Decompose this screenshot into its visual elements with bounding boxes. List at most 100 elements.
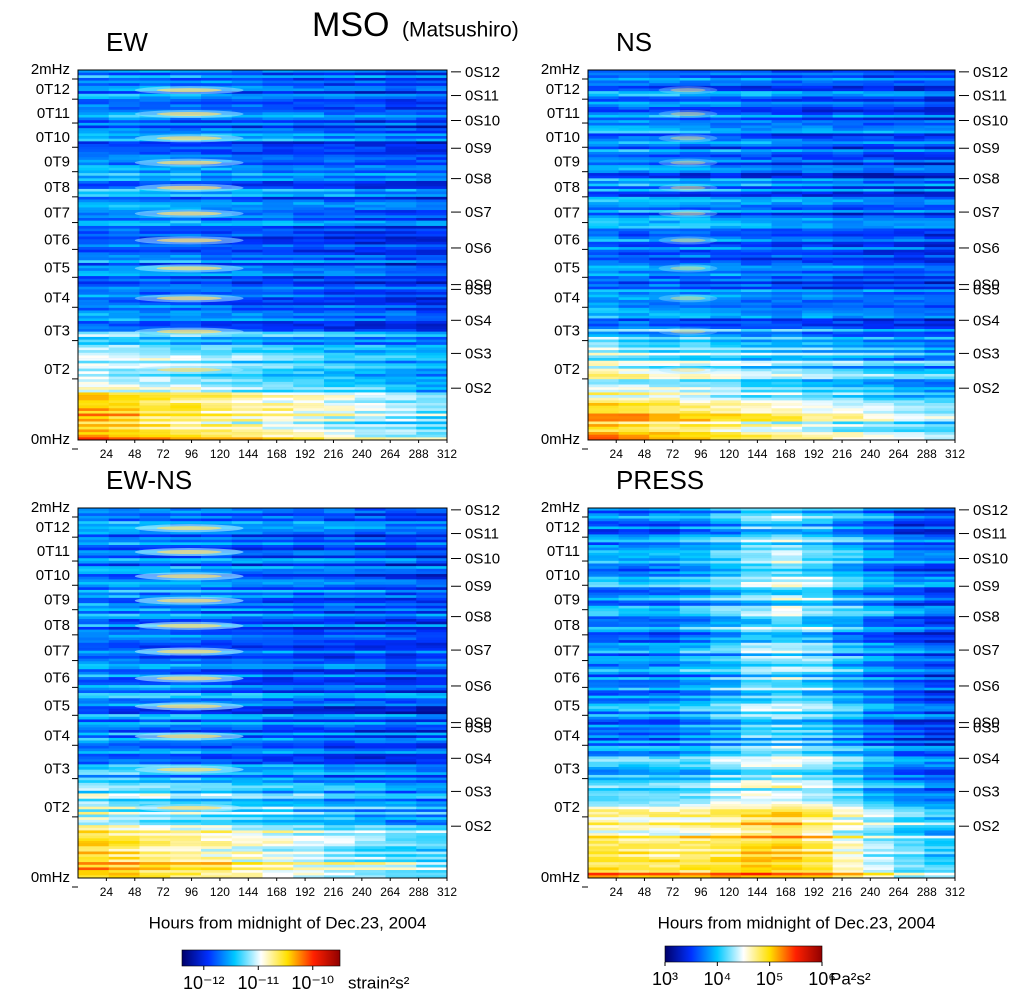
spectrogram-cell	[263, 730, 294, 733]
spectrogram-cell	[140, 793, 171, 796]
y-tick-label: 0T10	[546, 129, 580, 146]
spectrogram-cell	[324, 624, 355, 627]
spectrogram-cell	[293, 149, 324, 152]
spectrogram-cell	[833, 287, 864, 290]
spectrogram-cell	[324, 81, 355, 84]
spectrogram-cell	[588, 284, 619, 287]
spectrogram-cell	[232, 94, 263, 97]
spectrogram-cell	[263, 361, 294, 364]
spectrogram-cell	[78, 772, 109, 775]
spectrogram-cell	[386, 659, 417, 662]
spectrogram-cell	[416, 788, 447, 791]
spectrogram-cell	[416, 611, 447, 614]
spectrogram-cell	[78, 355, 109, 358]
spectrogram-cell	[710, 379, 741, 382]
spectrogram-cell	[201, 759, 232, 762]
spectrogram-cell	[140, 537, 171, 540]
spectrogram-cell	[324, 759, 355, 762]
spectrogram-cell	[741, 136, 772, 139]
spectrogram-cell	[293, 411, 324, 414]
spectrogram-cell	[588, 316, 619, 319]
spectrogram-cell	[263, 400, 294, 403]
spectrogram-cell	[416, 722, 447, 725]
spectrogram-cell	[293, 564, 324, 567]
spectrogram-cell	[263, 648, 294, 651]
spectrogram-cell	[140, 749, 171, 752]
spectrogram-cell	[355, 606, 386, 609]
spectrogram-cell	[894, 303, 925, 306]
spectrogram-cell	[170, 385, 201, 388]
spectrogram-cell	[109, 287, 140, 290]
spectrogram-cell	[232, 234, 263, 237]
spectrogram-cell	[833, 126, 864, 129]
spectrogram-cell	[324, 350, 355, 353]
spectrogram-cell	[78, 340, 109, 343]
spectrogram-cell	[324, 553, 355, 556]
spectrogram-cell	[924, 115, 955, 118]
spectrogram-cell	[232, 165, 263, 168]
spectrogram-cell	[355, 656, 386, 659]
spectrogram-cell	[772, 123, 803, 126]
spectrogram-cell	[293, 247, 324, 250]
spectrogram-cell	[416, 99, 447, 102]
spectrogram-cell	[109, 168, 140, 171]
spectrogram-cell	[109, 733, 140, 736]
spectrogram-cell	[833, 197, 864, 200]
spectrogram-cell	[293, 271, 324, 274]
spectrogram-cell	[109, 73, 140, 76]
spectrogram-cell	[201, 152, 232, 155]
spectrogram-cell	[649, 149, 680, 152]
spectrogram-cell	[324, 321, 355, 324]
spectrogram-cell	[140, 149, 171, 152]
spectrogram-cell	[140, 414, 171, 417]
spectrogram-cell	[170, 284, 201, 287]
spectrogram-cell	[355, 608, 386, 611]
spectrogram-cell	[201, 608, 232, 611]
spectrogram-cell	[109, 271, 140, 274]
spectrogram-cell	[170, 582, 201, 585]
spectrogram-cell	[416, 374, 447, 377]
spectrogram-cell	[78, 622, 109, 625]
spectrogram-cell	[386, 281, 417, 284]
spectrogram-cell	[772, 419, 803, 422]
spectrogram-cell	[386, 667, 417, 670]
spectrogram-cell	[924, 81, 955, 84]
x-tick-label: 312	[945, 447, 965, 461]
spectrogram-cell	[293, 743, 324, 746]
spectrogram-cell	[293, 207, 324, 210]
spectrogram-cell	[863, 75, 894, 78]
spectrogram-cell	[232, 661, 263, 664]
spectrogram-cell	[140, 727, 171, 730]
spectrogram-cell	[355, 192, 386, 195]
spectrogram-cell	[140, 429, 171, 432]
spectrogram-cell	[78, 337, 109, 340]
spectrogram-cell	[741, 334, 772, 337]
spectrogram-cell	[355, 86, 386, 89]
spectrogram-cell	[293, 342, 324, 345]
spectrogram-cell	[741, 395, 772, 398]
spectrogram-cell	[324, 419, 355, 422]
spectrogram-cell	[386, 408, 417, 411]
spectrogram-cell	[802, 337, 833, 340]
spectrogram-cell	[619, 112, 650, 115]
spectrogram-cell	[170, 815, 201, 818]
spectrogram-cell	[293, 284, 324, 287]
spectrogram-cell	[355, 385, 386, 388]
spectrogram-cell	[232, 669, 263, 672]
spectrogram-cell	[741, 292, 772, 295]
spectrogram-cell	[924, 99, 955, 102]
spectrogram-cell	[355, 305, 386, 308]
spectrogram-cell	[894, 110, 925, 113]
spectrogram-cell	[293, 165, 324, 168]
spectrogram-cell	[263, 247, 294, 250]
spectrogram-cell	[170, 149, 201, 152]
spectrogram-cell	[109, 395, 140, 398]
spectrogram-cell	[355, 545, 386, 548]
spectrogram-cell	[772, 287, 803, 290]
spectrogram-cell	[263, 561, 294, 564]
spectrogram-cell	[355, 796, 386, 799]
spectrogram-cell	[140, 635, 171, 638]
spectrogram-cell	[263, 118, 294, 121]
spectrogram-cell	[772, 213, 803, 216]
spectrogram-cell	[863, 424, 894, 427]
